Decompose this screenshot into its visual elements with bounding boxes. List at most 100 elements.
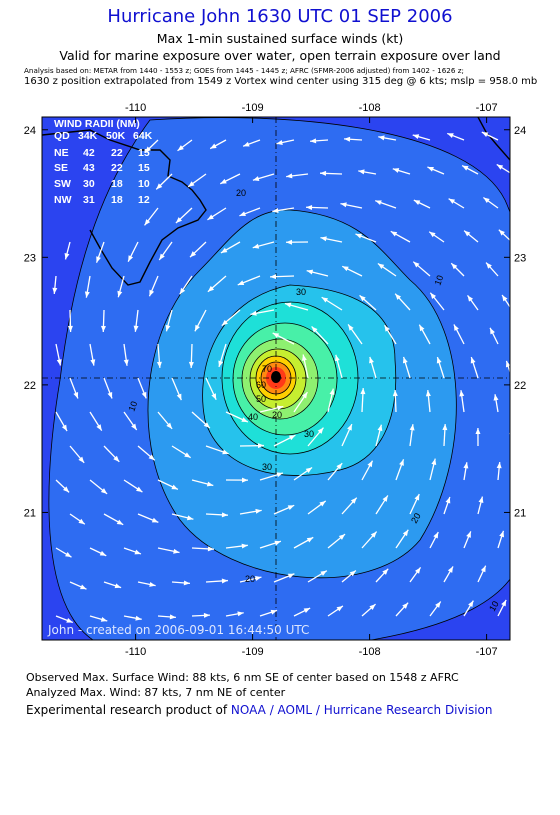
wind-radii-col-64k: 64K [133, 130, 153, 142]
wind-vector-head [186, 515, 194, 521]
wind-vector-head [302, 392, 308, 399]
wind-vector-head [218, 360, 224, 367]
hrd-link[interactable]: NOAA / AOML / Hurricane Research Divisio… [230, 703, 493, 717]
wind-vector-head [188, 361, 194, 368]
wind-vector-head [241, 543, 248, 549]
contour-label: 30 [296, 287, 306, 297]
wind-analysis-map: 30 20 20 30 40 50 60 70 10 20 10 30 20 1… [24, 102, 527, 658]
wind-radii-table: WIND RADII (NM) QD 34K 50K 64K NE 42 22 … [54, 118, 153, 206]
wind-vector-head [392, 168, 400, 173]
wind-vector-head [430, 292, 437, 300]
wind-radii-header: WIND RADII (NM) [54, 118, 140, 130]
wind-vector-head [382, 495, 388, 502]
wind-vector-head [419, 324, 425, 332]
wind-vector-head [367, 460, 373, 468]
wind-vector-head [392, 390, 398, 397]
wind-vector-head [402, 529, 409, 537]
wind-vector-head [133, 325, 139, 332]
wind-vector-head [286, 239, 293, 245]
contour-label: 10 [487, 599, 501, 613]
contour-label: 20 [245, 574, 255, 584]
wind-vector-head [148, 454, 155, 461]
wind-vector-head [409, 424, 415, 431]
wind-vector-head [84, 291, 90, 298]
wind-radii-cell: SE [54, 162, 68, 174]
wind-vector-head [481, 132, 489, 138]
wind-vector-head [221, 578, 228, 584]
wind-vector-head [475, 428, 481, 435]
wind-vector-head [90, 359, 96, 366]
wind-vector-head [447, 133, 454, 138]
wind-vector-head [425, 390, 431, 397]
wind-vector-head [445, 496, 451, 504]
wind-vector-head [436, 357, 442, 364]
wind-vector-head [369, 604, 376, 610]
wind-radii-col-qd: QD [54, 130, 70, 142]
x-tick-label: -109 [242, 646, 264, 658]
wind-vector-head [56, 359, 62, 366]
wind-vector-head [220, 178, 227, 184]
wind-vector-head [252, 176, 260, 181]
y-tick-label: 22 [24, 380, 36, 392]
credit-prefix: Experimental research product of [26, 703, 231, 717]
wind-vector-head [301, 354, 307, 361]
wind-vector-head [272, 333, 280, 338]
wind-vector-head [399, 459, 404, 466]
wind-vector-head [220, 247, 228, 253]
wind-vector-head [369, 356, 374, 364]
wind-vector-head [329, 388, 335, 395]
wind-vector-head [453, 324, 459, 331]
created-timestamp: John - created on 2006-09-01 16:44:50 UT… [47, 623, 309, 637]
wind-vector-head [464, 230, 471, 237]
wind-vector-head [350, 497, 357, 504]
wind-vector-head [338, 534, 346, 540]
wind-vector-head [413, 200, 421, 205]
wind-vector-head [413, 261, 420, 268]
wind-vector-head [169, 614, 176, 620]
wind-vector-head [272, 208, 279, 213]
wind-vector-head [274, 540, 281, 546]
wind-vector-head [412, 134, 420, 140]
wind-vector-head [149, 581, 156, 587]
wind-vector-head [447, 566, 454, 573]
wind-vector-head [431, 458, 437, 466]
wind-vector-head [276, 405, 284, 411]
contour-label: 70 [262, 364, 272, 374]
contour-label: 20 [272, 410, 282, 420]
credit-line: Experimental research product of NOAA / … [26, 703, 492, 717]
wind-vector-head [114, 583, 122, 589]
wind-vector-head [501, 599, 507, 607]
wind-vector-head [135, 615, 142, 621]
wind-vector-head [203, 612, 210, 618]
wind-vector-head [179, 287, 186, 295]
wind-vector-head [490, 327, 495, 335]
wind-vector-head [502, 294, 508, 302]
y-tick-label-right: 22 [514, 380, 526, 392]
wind-vector-head [320, 170, 327, 176]
wind-vector-head [435, 601, 441, 608]
y-tick-label-right: 24 [514, 125, 526, 137]
x-tick-label-top: -109 [242, 102, 264, 114]
wind-vector-head [334, 354, 340, 362]
wind-vector-head [250, 310, 257, 316]
wind-vector-head [145, 146, 152, 153]
y-tick-label-right: 23 [514, 252, 526, 264]
wind-vector-head [78, 456, 85, 463]
wind-vector-head [176, 393, 182, 401]
wind-vector-head [156, 183, 163, 190]
wind-vector-head [184, 452, 191, 458]
contour-label: 20 [409, 511, 423, 525]
wind-vector-head [467, 295, 474, 302]
wind-vector-head [347, 424, 352, 431]
wind-vector-head [306, 537, 314, 543]
wind-vector-head [375, 200, 382, 206]
coastline-east [477, 117, 510, 161]
wind-vector-head [498, 229, 505, 236]
wind-vector-head [100, 325, 106, 332]
contour-label: 50 [256, 394, 266, 404]
wind-vector-head [237, 280, 245, 286]
wind-vector-head [378, 135, 385, 141]
wind-vector-head [321, 297, 329, 303]
wind-vector-head [80, 584, 87, 590]
wind-vector-head [340, 202, 347, 208]
